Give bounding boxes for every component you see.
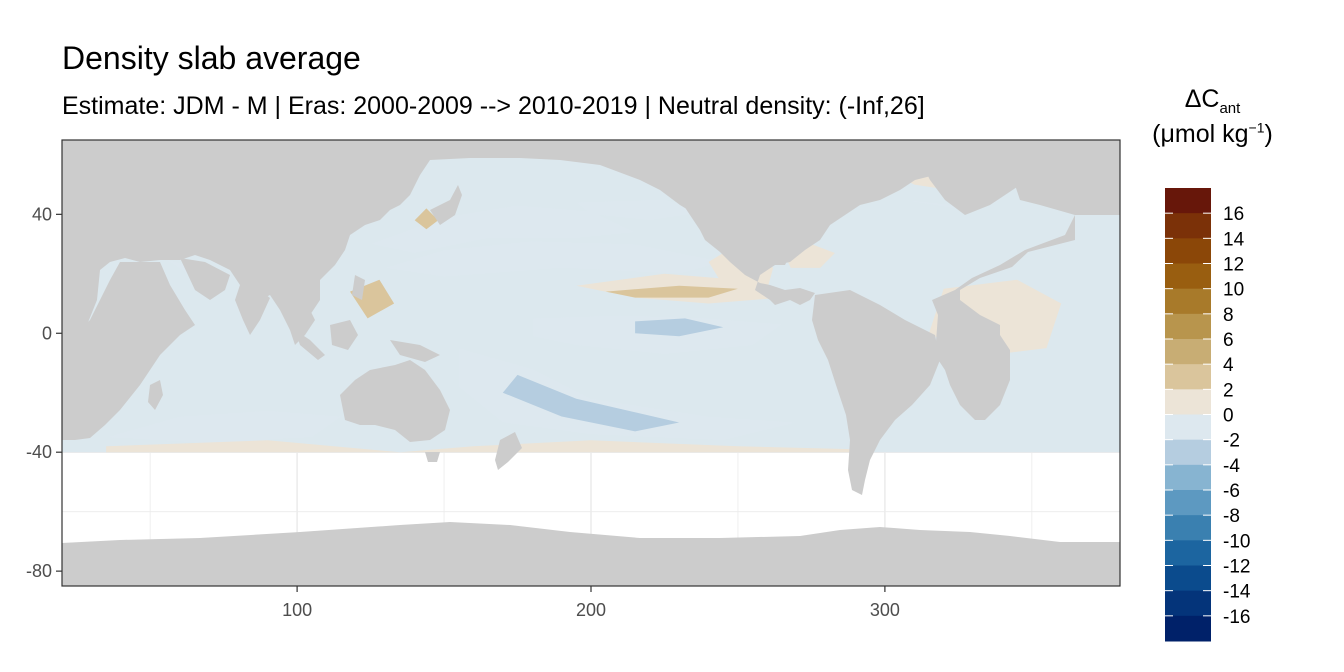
land-india [235, 285, 270, 335]
data-region [106, 410, 342, 444]
x-tick-label: 300 [870, 600, 900, 620]
land-south-america [812, 290, 940, 495]
land-north-america [560, 140, 1120, 305]
land-arabia [180, 258, 230, 300]
data-region [605, 285, 738, 298]
x-tick-label: 200 [576, 600, 606, 620]
land-borneo [330, 320, 358, 350]
data-region [635, 318, 724, 337]
land-antarctica [62, 522, 1120, 586]
legend-title-unit: (μmol kg [1152, 119, 1249, 148]
land-madagascar [148, 380, 163, 410]
y-tick-label: 40 [32, 204, 52, 224]
data-region [370, 205, 636, 253]
data-region [106, 440, 856, 453]
x-tick-label: 100 [282, 600, 312, 620]
legend-title-subscript: ant [1219, 100, 1241, 117]
land-sumatra [295, 330, 325, 360]
data-region [458, 348, 797, 441]
data-region [385, 241, 724, 277]
land-philippines [352, 275, 365, 300]
land-greenland [915, 145, 1030, 215]
legend-title-prefix: ΔC [1184, 85, 1220, 113]
land-africa [62, 262, 195, 440]
legend-title-unit-end: ) [1264, 119, 1273, 148]
land-japan [430, 185, 462, 225]
y-tick-label: 0 [42, 323, 52, 343]
land-eurasia [62, 140, 1120, 420]
page-subtitle: Estimate: JDM - M | Eras: 2000-2009 --> … [62, 92, 925, 120]
land-new-guinea [390, 340, 440, 362]
land-new-zealand [495, 432, 522, 470]
legend-title: ΔCant (μmol kg−1) [1150, 84, 1275, 150]
land-australia [340, 360, 450, 442]
land-se-asia [285, 295, 315, 345]
data-region [414, 208, 439, 230]
page-title: Density slab average [62, 40, 361, 76]
y-tick-label: -40 [26, 442, 52, 462]
land-masses [62, 140, 1120, 586]
y-tick-label: -80 [26, 561, 52, 581]
legend-title-superscript: −1 [1248, 119, 1265, 136]
data-region [502, 374, 680, 432]
land-tasmania [425, 452, 440, 462]
data-region [576, 199, 709, 221]
data-region [532, 315, 782, 355]
